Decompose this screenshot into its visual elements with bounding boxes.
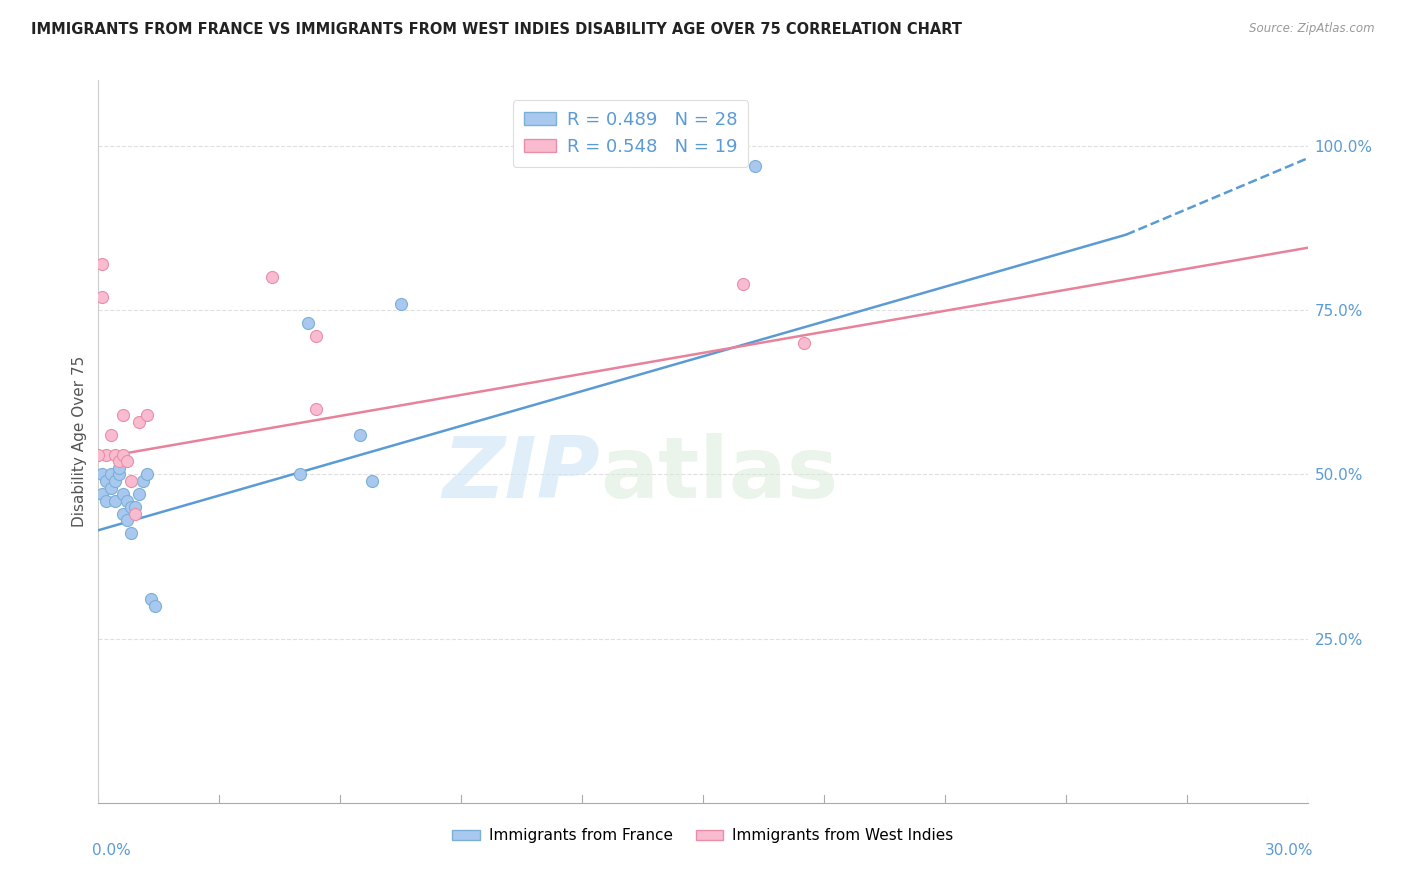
Point [288,467,311,482]
Point [297,316,319,330]
Point [91,467,114,482]
Point [120,500,142,515]
Point [103,493,125,508]
Point [107,454,129,468]
Point [389,296,412,310]
Point [361,474,384,488]
Y-axis label: Disability Age Over 75: Disability Age Over 75 [72,356,87,527]
Point [111,487,134,501]
Point [139,592,162,607]
Legend: Immigrants from France, Immigrants from West Indies: Immigrants from France, Immigrants from … [446,822,960,849]
Point [100,428,122,442]
Point [100,481,122,495]
Point [96,493,118,508]
Text: IMMIGRANTS FROM FRANCE VS IMMIGRANTS FROM WEST INDIES DISABILITY AGE OVER 75 COR: IMMIGRANTS FROM FRANCE VS IMMIGRANTS FRO… [31,22,962,37]
Point [111,448,134,462]
Point [115,493,138,508]
Point [107,467,129,482]
Text: atlas: atlas [600,433,838,516]
Point [132,474,155,488]
Point [91,487,114,501]
Point [733,277,755,291]
Point [124,500,146,515]
Point [111,507,134,521]
Point [120,526,142,541]
Point [107,460,129,475]
Point [91,257,114,271]
Point [115,454,138,468]
Point [91,290,114,304]
Point [103,448,125,462]
Point [96,474,118,488]
Point [305,329,328,343]
Point [124,507,146,521]
Text: 30.0%: 30.0% [1265,843,1313,857]
Point [115,513,138,527]
Text: Source: ZipAtlas.com: Source: ZipAtlas.com [1250,22,1375,36]
Point [103,474,125,488]
Point [87,448,110,462]
Point [793,336,815,351]
Text: 0.0%: 0.0% [93,843,131,857]
Point [100,467,122,482]
Point [260,270,283,285]
Point [135,409,157,423]
Point [135,467,157,482]
Point [128,415,150,429]
Point [305,401,328,416]
Point [128,487,150,501]
Text: ZIP: ZIP [443,433,600,516]
Point [349,428,371,442]
Point [96,448,118,462]
Point [120,474,142,488]
Point [111,409,134,423]
Point [143,599,166,613]
Point [744,159,766,173]
